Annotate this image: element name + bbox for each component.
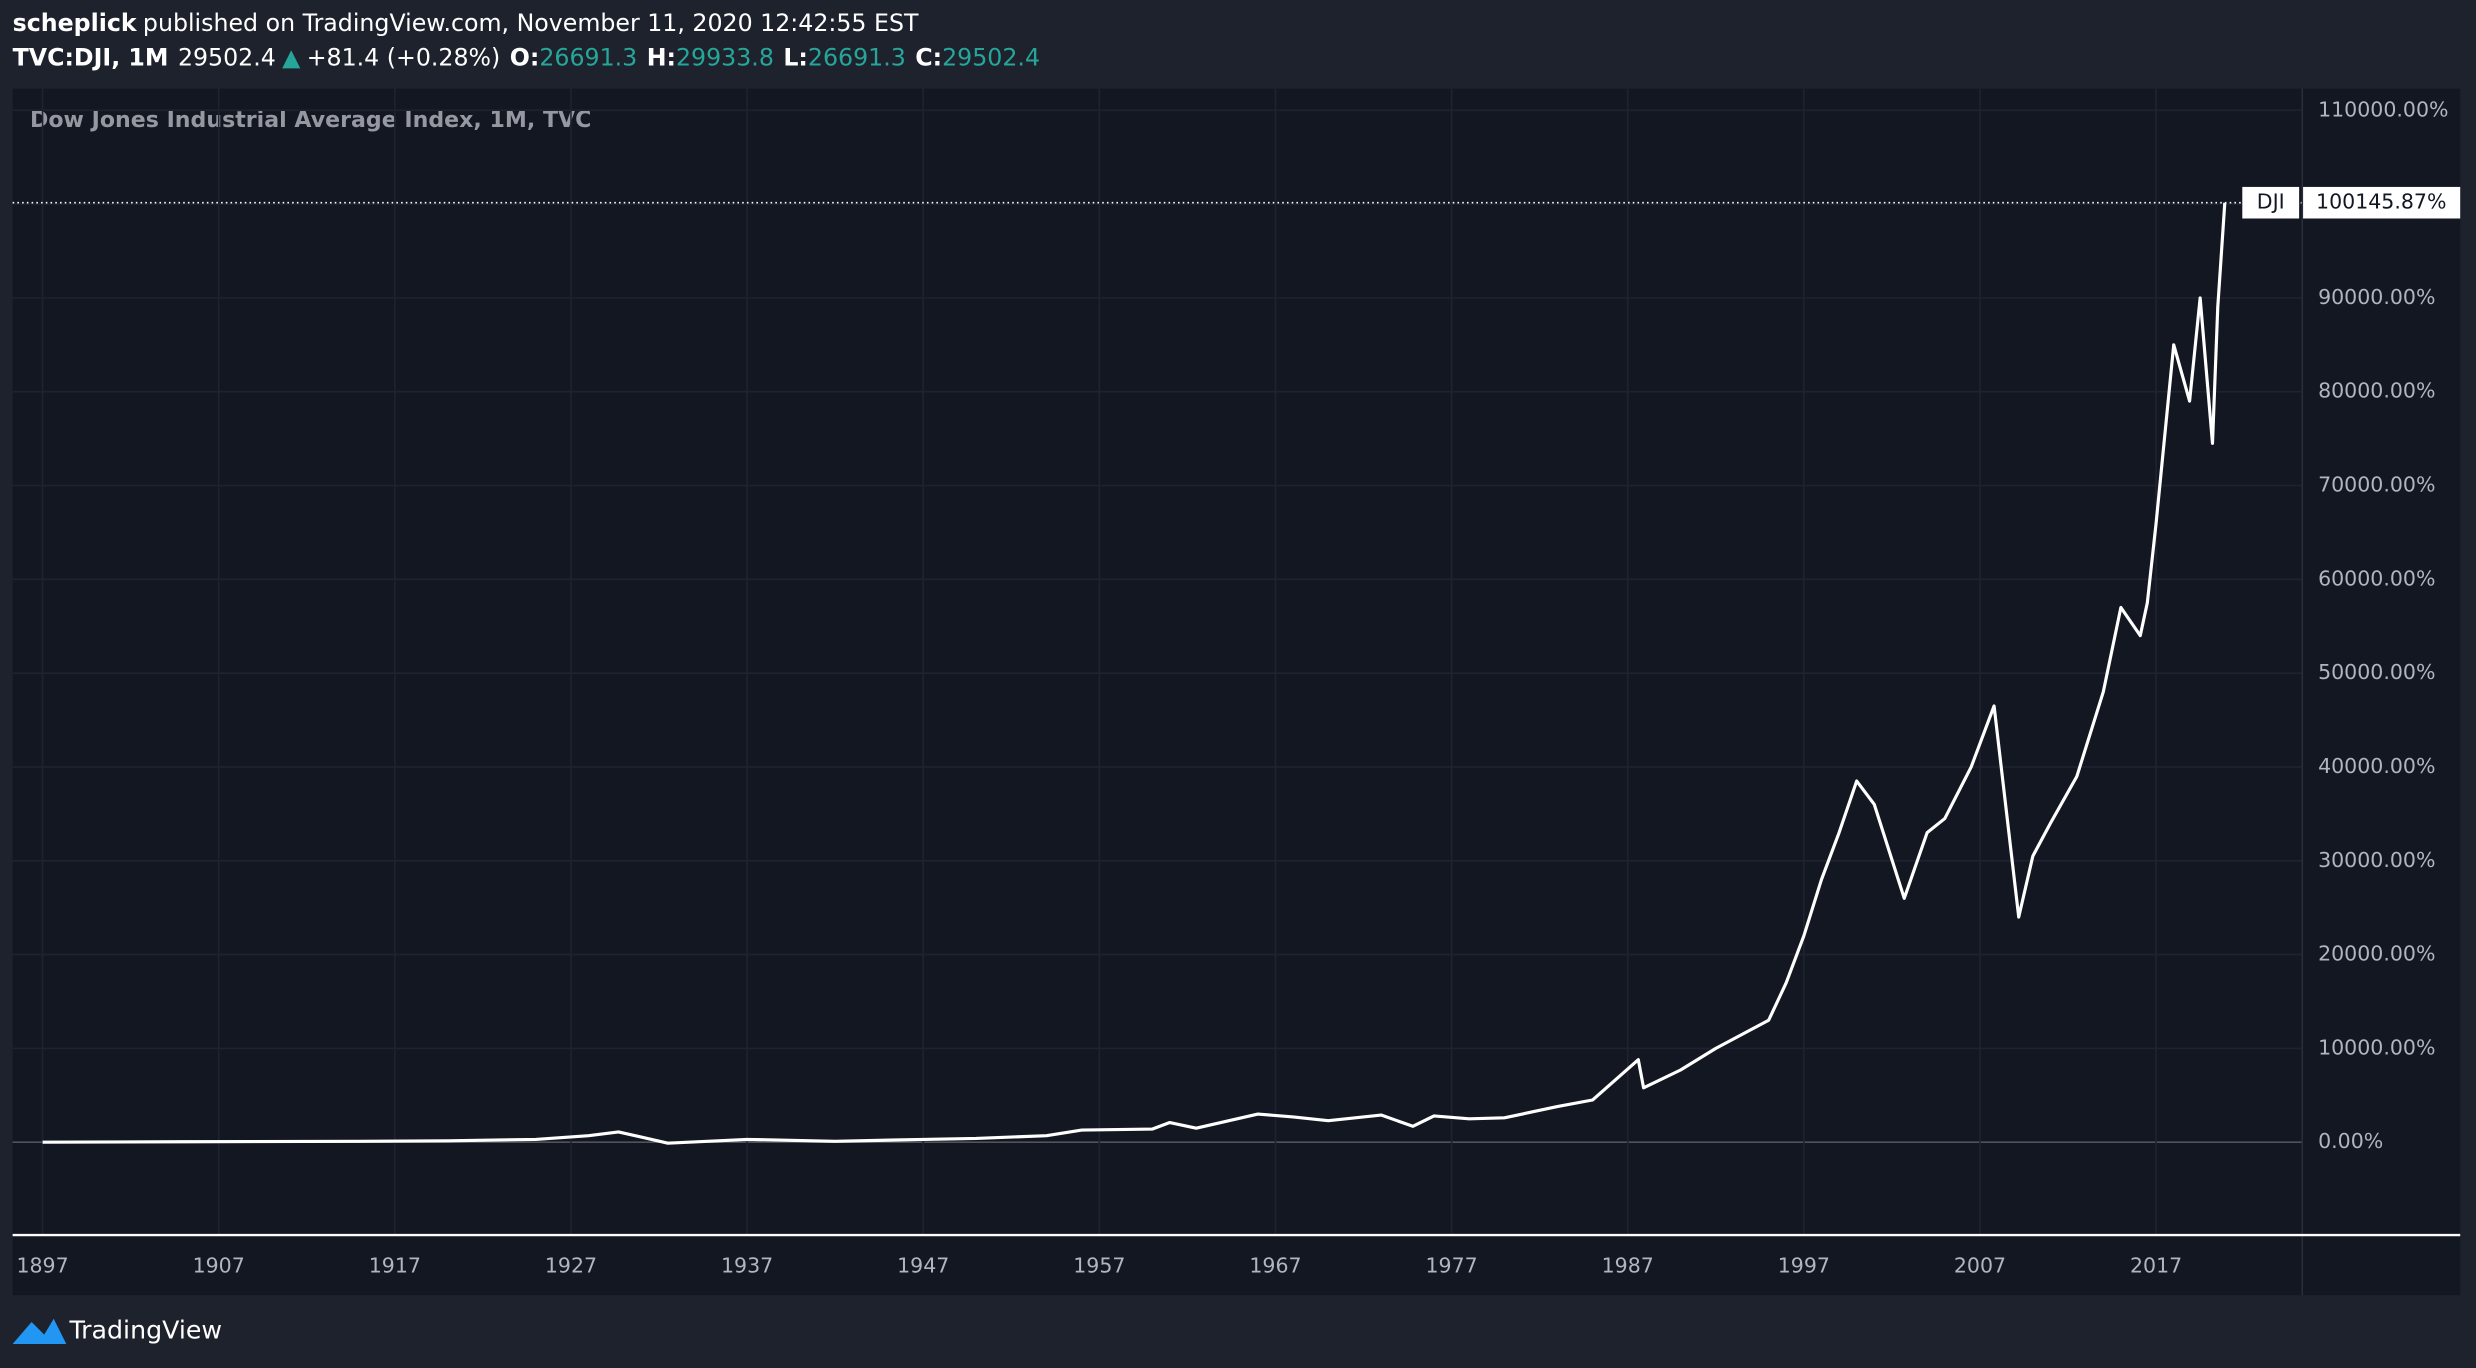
l: 26691.3 bbox=[808, 43, 906, 71]
x-tick-label: 1917 bbox=[369, 1254, 421, 1278]
logo: TradingView bbox=[12, 1315, 222, 1345]
header: scheplick published on TradingView.com, N… bbox=[13, 8, 919, 36]
o-label: O: bbox=[510, 43, 540, 71]
c: 29502.4 bbox=[942, 43, 1040, 71]
line bbox=[42, 202, 2227, 1145]
h: 29933.8 bbox=[676, 43, 774, 71]
y-tick-label: 60000.00% bbox=[2318, 566, 2435, 590]
published: published on TradingView.com, November 1… bbox=[143, 8, 919, 36]
y-tick-label: 90000.00% bbox=[2318, 285, 2435, 309]
x-tick-label: 1987 bbox=[1602, 1254, 1654, 1278]
logo-icon bbox=[12, 1318, 67, 1345]
marks: DJI 100145.87% bbox=[12, 186, 2461, 1145]
x-tick-label: 1967 bbox=[1249, 1254, 1301, 1278]
y-tick-label: 50000.00% bbox=[2318, 660, 2435, 684]
y-tick-label: 40000.00% bbox=[2318, 754, 2435, 778]
x-tick-label: 1947 bbox=[897, 1254, 949, 1278]
y-tick-label: 10000.00% bbox=[2318, 1035, 2435, 1059]
y-tick-label: 80000.00% bbox=[2318, 379, 2435, 403]
x-tick-label: 2007 bbox=[1954, 1254, 2006, 1278]
symbol-bar: TVC:DJI, 1M 29502.4 ▲ +81.4 (+0.28%) O:26691… bbox=[13, 43, 1040, 71]
price: 29502.4 bbox=[178, 43, 276, 71]
arrow: ▲ bbox=[282, 43, 301, 71]
y-tick-label: 30000.00% bbox=[2318, 848, 2435, 872]
change: +81.4 (+0.28%) bbox=[307, 43, 501, 71]
o: 26691.3 bbox=[539, 43, 637, 71]
x-tick-label: 1957 bbox=[1073, 1254, 1125, 1278]
y-tick-label: 0.00% bbox=[2318, 1129, 2383, 1153]
plot-background bbox=[12, 88, 2461, 1296]
y-tick-label: 70000.00% bbox=[2318, 473, 2435, 497]
series-tag: DJI bbox=[2257, 190, 2285, 214]
brand: TradingView bbox=[68, 1315, 222, 1344]
x-tick-label: 1897 bbox=[16, 1254, 68, 1278]
h-label: H: bbox=[647, 43, 676, 71]
last-value-label: 100145.87% bbox=[2316, 190, 2446, 214]
grid: 0.00% 10000.00% 20000.00% 30000.00% 40000.00… bbox=[12, 88, 2449, 1278]
x-tick-label: 1927 bbox=[545, 1254, 597, 1278]
chart-title: Dow Jones Industrial Average Index, 1M, … bbox=[30, 107, 591, 133]
x-tick-label: 1997 bbox=[1778, 1254, 1830, 1278]
symbol: TVC:DJI, 1M bbox=[13, 43, 169, 71]
x-tick-label: 1937 bbox=[721, 1254, 773, 1278]
x-tick-label: 1907 bbox=[193, 1254, 245, 1278]
x-tick-label: 2017 bbox=[2130, 1254, 2182, 1278]
y-tick-label: 110000.00% bbox=[2318, 97, 2448, 121]
c-label: C: bbox=[915, 43, 942, 71]
x-tick-label: 1977 bbox=[1425, 1254, 1477, 1278]
last-value-box bbox=[2302, 186, 2461, 219]
series-tag-box bbox=[2242, 186, 2300, 219]
user: scheplick bbox=[13, 8, 138, 36]
l-label: L: bbox=[783, 43, 808, 71]
y-tick-label: 20000.00% bbox=[2318, 942, 2435, 966]
